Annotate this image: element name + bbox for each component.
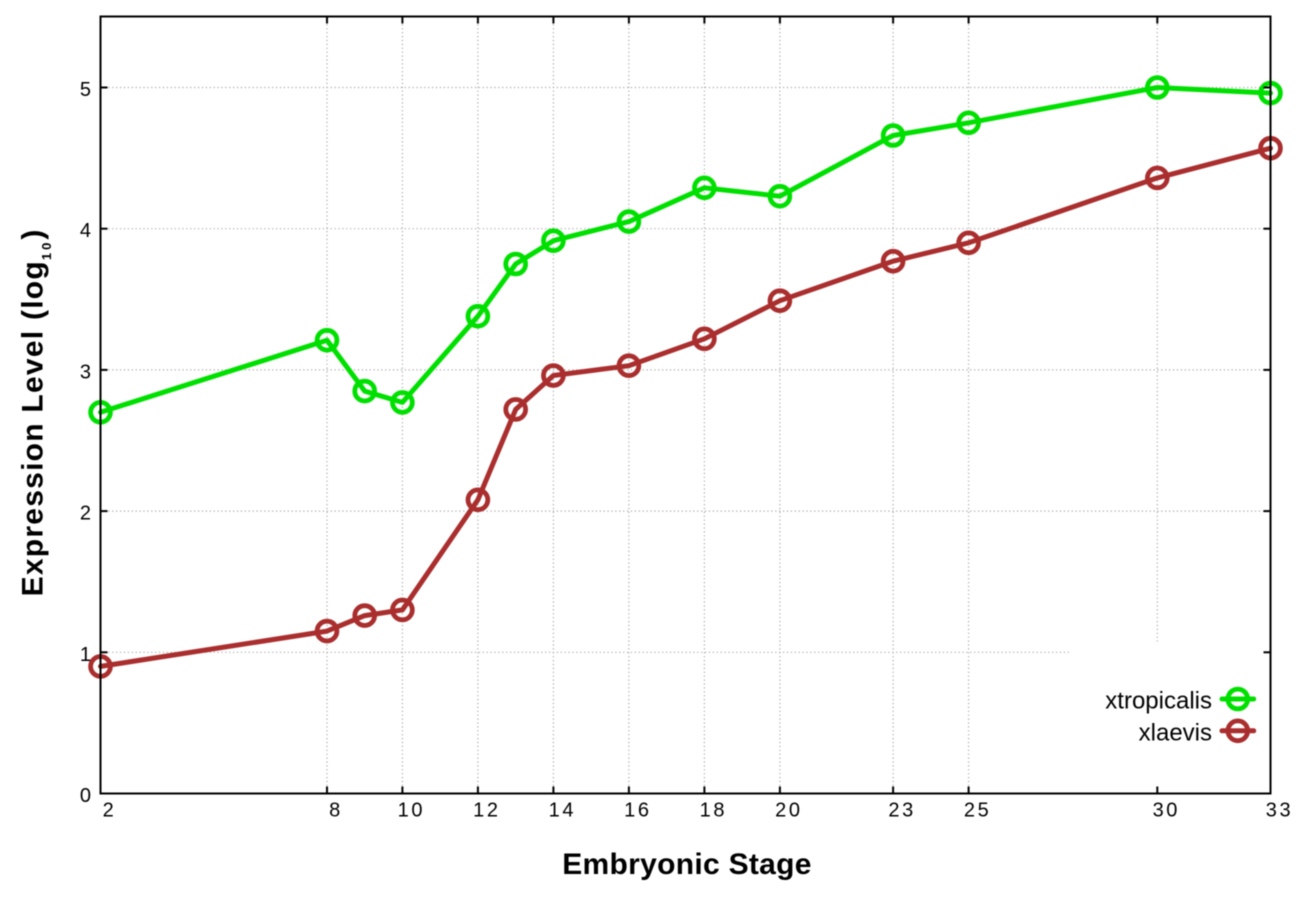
svg-text:25: 25 xyxy=(964,800,991,822)
svg-text:33: 33 xyxy=(1266,800,1293,822)
svg-text:xtropicalis: xtropicalis xyxy=(1105,688,1212,715)
svg-text:Embryonic Stage: Embryonic Stage xyxy=(562,848,812,881)
svg-text:0: 0 xyxy=(80,785,94,807)
svg-text:18: 18 xyxy=(700,800,727,822)
svg-text:xlaevis: xlaevis xyxy=(1139,719,1212,746)
svg-text:4: 4 xyxy=(80,220,94,242)
svg-text:20: 20 xyxy=(775,800,802,822)
svg-text:2: 2 xyxy=(103,800,117,822)
svg-text:14: 14 xyxy=(549,800,576,822)
svg-text:12: 12 xyxy=(473,800,500,822)
svg-text:23: 23 xyxy=(888,800,915,822)
svg-text:1: 1 xyxy=(80,644,94,666)
svg-text:5: 5 xyxy=(80,79,94,101)
svg-text:10: 10 xyxy=(398,800,425,822)
svg-text:2: 2 xyxy=(80,503,94,525)
svg-text:3: 3 xyxy=(80,361,94,383)
svg-text:8: 8 xyxy=(329,800,343,822)
svg-text:Expression Level (log10): Expression Level (log10) xyxy=(17,230,54,597)
svg-text:30: 30 xyxy=(1153,800,1180,822)
svg-text:16: 16 xyxy=(624,800,651,822)
